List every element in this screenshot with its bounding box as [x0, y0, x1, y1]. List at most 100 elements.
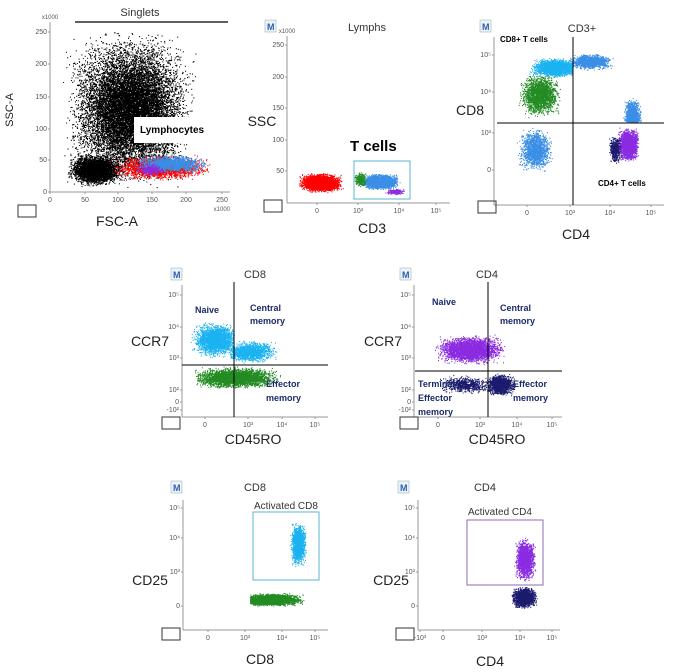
- singlets-events-dense: [67, 153, 124, 187]
- x-axis-label: CD45RO: [469, 431, 526, 447]
- m-badge-icon[interactable]: M: [400, 483, 408, 493]
- y-tick-label: 150: [35, 94, 47, 101]
- effector-memory-label: Effector: [513, 379, 548, 389]
- lymphocyte-events-blue: [134, 154, 207, 175]
- y-tick-label: -10²: [399, 407, 412, 414]
- plot-title: CD4: [476, 269, 498, 281]
- m-badge-icon[interactable]: M: [173, 483, 181, 493]
- cd8-events-green: [518, 73, 561, 119]
- x-axis-label: CD45RO: [225, 431, 282, 447]
- naive-label: Naive: [195, 305, 219, 315]
- cm-cd8-events: [230, 340, 278, 364]
- x-scale-label: x1000: [214, 207, 231, 213]
- y-tick-label: 50: [276, 168, 284, 175]
- m-badge-icon[interactable]: M: [267, 22, 275, 32]
- x-tick-label: 10³: [565, 210, 576, 217]
- x-tick-label: 10⁵: [431, 208, 442, 215]
- y-tick-label: 100: [35, 126, 47, 133]
- y-axis-label: SSC: [248, 113, 277, 129]
- x-tick-label: 0: [441, 635, 445, 642]
- effector-memory-label: memory: [513, 393, 548, 403]
- effector-memory-label: memory: [266, 393, 301, 403]
- x-tick-label: 10⁵: [547, 635, 558, 642]
- x-tick-label: 0: [525, 210, 529, 217]
- y-tick-label: 10²: [401, 387, 412, 394]
- x-axis-label: CD4: [476, 653, 504, 669]
- y-axis-label: CD25: [373, 572, 409, 588]
- cd4-t-cells-label: CD4+ T cells: [598, 179, 646, 188]
- central-memory-label: Central: [500, 303, 531, 313]
- y-tick-label: 10⁵: [169, 505, 180, 512]
- cd8-events-lightblue: [529, 58, 573, 78]
- x-tick-label: 10³: [475, 422, 486, 429]
- plot-title: Lymphs: [348, 22, 387, 34]
- lymphocytes-label-bg: [134, 117, 218, 143]
- effector-memory-label: Effector: [266, 379, 301, 389]
- cd4-events-navy: [609, 137, 622, 164]
- x-tick-label: 10³: [353, 208, 364, 215]
- y-axis-label: SSC-A: [4, 93, 16, 127]
- x-tick-label: 10⁴: [277, 635, 288, 642]
- y-tick-label: 10³: [405, 569, 416, 576]
- x-axis-label: CD8: [246, 651, 274, 667]
- y-tick-label: 150: [272, 105, 284, 112]
- x-tick-label: 250: [216, 197, 228, 204]
- naive-label: Naive: [432, 297, 456, 307]
- y-tick-label: 10⁴: [168, 324, 179, 331]
- m-badge-box: [264, 19, 277, 33]
- central-memory-label: Central: [250, 303, 281, 313]
- y-tick-label: 10³: [481, 130, 492, 137]
- plot-title: CD3+: [568, 23, 596, 35]
- m-badge-icon[interactable]: M: [482, 22, 490, 32]
- y-tick-label: 100: [272, 137, 284, 144]
- activated-cd4-events: [514, 537, 537, 582]
- cd8-cd4-events: [570, 54, 614, 71]
- lymphocyte-events-purple: [136, 163, 164, 177]
- effector-cd8-events: [195, 366, 281, 389]
- y-tick-label: -10²: [167, 407, 180, 414]
- plot-title: Singlets: [120, 7, 160, 19]
- t-cell-events-green: [354, 172, 368, 188]
- y-scale-label: x1000: [42, 15, 59, 21]
- y-tick-label: 10⁴: [404, 535, 415, 542]
- naive-cm-cd4-events: [435, 334, 506, 366]
- y-tick-label: 0: [175, 399, 179, 406]
- t-cell-events: [360, 173, 401, 191]
- y-tick-label: 250: [272, 42, 284, 49]
- y-tick-label: 200: [35, 61, 47, 68]
- y-tick-label: 0: [487, 167, 491, 174]
- activated-cd8-gate: [252, 511, 320, 581]
- double-negative-events: [517, 127, 553, 172]
- resize-square-icon: [477, 200, 497, 214]
- x-tick-label: 10⁵: [646, 210, 657, 217]
- x-tick-label: 0: [48, 197, 52, 204]
- y-axis-label: CCR7: [364, 333, 402, 349]
- m-badge-box: [170, 480, 183, 494]
- t-cells-gate-label: T cells: [350, 138, 397, 155]
- terminal-effector-memory-label: memory: [418, 407, 453, 417]
- resize-square-icon: [161, 416, 181, 430]
- m-badge-icon[interactable]: M: [173, 270, 181, 280]
- x-tick-label: 10⁴: [515, 635, 526, 642]
- x-tick-label: 10⁵: [310, 635, 321, 642]
- x-axis-label: CD3: [358, 220, 386, 236]
- x-tick-label: 10³: [243, 422, 254, 429]
- y-tick-label: 10³: [170, 569, 181, 576]
- y-tick-label: 10⁵: [168, 292, 179, 299]
- resize-square-icon: [161, 627, 181, 641]
- cd4-events-blue: [623, 98, 642, 123]
- m-badge-box: [397, 480, 410, 494]
- plot-title: CD8: [244, 269, 266, 281]
- resting-cd4-events: [511, 587, 538, 609]
- activated-cd8-label: Activated CD8: [254, 501, 318, 512]
- activated-cd8-events: [290, 522, 307, 568]
- x-tick-label: 100: [112, 197, 124, 204]
- m-badge-icon[interactable]: M: [402, 270, 410, 280]
- x-tick-label: 10⁴: [394, 208, 405, 215]
- x-tick-label: 10⁴: [605, 210, 616, 217]
- x-tick-label: 10⁴: [277, 422, 288, 429]
- x-tick-label: 10⁴: [512, 422, 523, 429]
- y-tick-label: 10³: [401, 355, 412, 362]
